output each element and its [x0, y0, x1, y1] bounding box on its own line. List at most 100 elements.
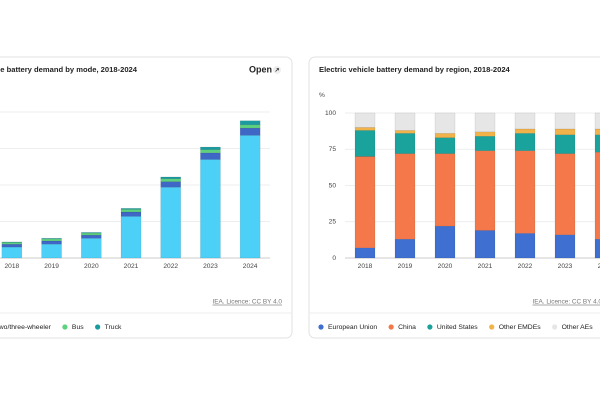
bar-segment	[354, 156, 376, 249]
bar-segment	[354, 130, 376, 157]
x-tick-label: 2024	[243, 263, 258, 270]
y-tick-label: 75	[329, 146, 337, 153]
bar-segment	[434, 153, 456, 227]
chart-title: Electric vehicle battery demand by regio…	[319, 65, 511, 74]
bar-segment	[120, 209, 142, 213]
bar-segment	[160, 178, 181, 182]
bar-segment	[594, 128, 600, 135]
bar-segment	[200, 146, 221, 150]
legend-marker	[95, 324, 101, 330]
bar-segment	[1, 242, 23, 245]
x-tick-label: 2018	[5, 263, 20, 270]
bar-segment	[554, 128, 576, 135]
bar-segment	[81, 234, 102, 239]
bar-segment	[120, 216, 142, 259]
legend-label: European Union	[328, 324, 377, 331]
bar-segment	[200, 152, 221, 160]
legend-marker	[552, 324, 558, 330]
x-tick-label: 2020	[438, 263, 453, 270]
open-button[interactable]: Open	[249, 64, 281, 74]
x-tick-label: 2019	[44, 263, 59, 270]
bar-segment	[200, 159, 221, 259]
bar-segment	[239, 127, 261, 136]
bar-segment	[434, 137, 456, 154]
bar-segment	[81, 232, 102, 236]
legend-marker	[427, 324, 433, 330]
legend-label: Other EMDEs	[499, 324, 542, 331]
bar-segment	[1, 243, 23, 248]
bar-segment	[354, 247, 376, 259]
bar-segment	[41, 238, 62, 240]
source-link: IEA. Licence: CC BY 4.0	[532, 299, 600, 306]
bar-segment	[474, 230, 496, 259]
bar-segment	[514, 133, 536, 151]
x-tick-label: 2019	[398, 263, 413, 270]
bar-segment	[394, 153, 416, 240]
bar-segment	[594, 112, 600, 130]
bar-segment	[434, 133, 456, 138]
y-tick-label: 25	[329, 219, 337, 226]
bar-segment	[41, 238, 62, 242]
legend-marker	[62, 324, 68, 330]
bar-segment	[160, 181, 181, 188]
legend-label: Two/three-wheeler	[0, 324, 52, 331]
legend-marker	[318, 324, 324, 330]
bar-segment	[81, 238, 102, 259]
x-tick-label: 2022	[163, 263, 178, 270]
bar-segment	[239, 135, 261, 259]
legend-label: China	[398, 324, 416, 331]
bar-segment	[394, 130, 416, 134]
y-unit: %	[319, 92, 325, 99]
legend-marker	[388, 324, 394, 330]
bar-segment	[434, 112, 456, 134]
bar-segment	[474, 112, 496, 133]
bar-segment	[354, 127, 376, 131]
legend-label: Bus	[72, 324, 84, 331]
bar-segment	[594, 134, 600, 153]
bar-segment	[474, 150, 496, 231]
bar-segment	[474, 131, 496, 137]
x-tick-label: 2022	[518, 263, 533, 270]
legend-marker	[489, 324, 495, 330]
y-tick-label: 0	[332, 255, 336, 262]
open-label[interactable]: Open	[249, 64, 272, 74]
x-tick-label: 2023	[203, 263, 218, 270]
x-tick-label: 2024	[598, 263, 600, 270]
legend-label: Truck	[105, 324, 122, 331]
bar-segment	[474, 135, 496, 151]
bar-segment	[514, 112, 536, 130]
bar-segment	[514, 128, 536, 134]
bar-segment	[239, 120, 261, 126]
x-tick-label: 2021	[478, 263, 493, 270]
chart-title: Electric vehicle battery demand by mode,…	[0, 65, 138, 74]
source-link: IEA. Licence: CC BY 4.0	[212, 299, 282, 306]
x-tick-label: 2018	[358, 263, 373, 270]
y-tick-label: 50	[329, 182, 337, 189]
bar-segment	[394, 133, 416, 154]
bar-segment	[554, 134, 576, 154]
card	[0, 56, 293, 339]
bar-segment	[554, 234, 576, 259]
bar-segment	[160, 176, 181, 179]
bar-segment	[514, 233, 536, 259]
legend-label: United States	[437, 324, 478, 331]
legend-label: Other AEs	[562, 324, 594, 331]
bar-segment	[594, 151, 600, 240]
bar-segment	[41, 240, 62, 245]
bar-segment	[594, 238, 600, 259]
bar-segment	[434, 225, 456, 259]
bar-segment	[200, 149, 221, 154]
bar-segment	[81, 232, 102, 234]
bar-segment	[120, 208, 142, 210]
bar-segment	[394, 112, 416, 131]
bar-segment	[554, 153, 576, 236]
x-tick-label: 2023	[558, 263, 573, 270]
bar-segment	[160, 186, 181, 259]
bar-segment	[394, 238, 416, 259]
bar-segment	[1, 246, 23, 259]
open-icon-arrow	[275, 68, 279, 72]
bar-segment	[514, 150, 536, 234]
bar-segment	[41, 243, 62, 259]
